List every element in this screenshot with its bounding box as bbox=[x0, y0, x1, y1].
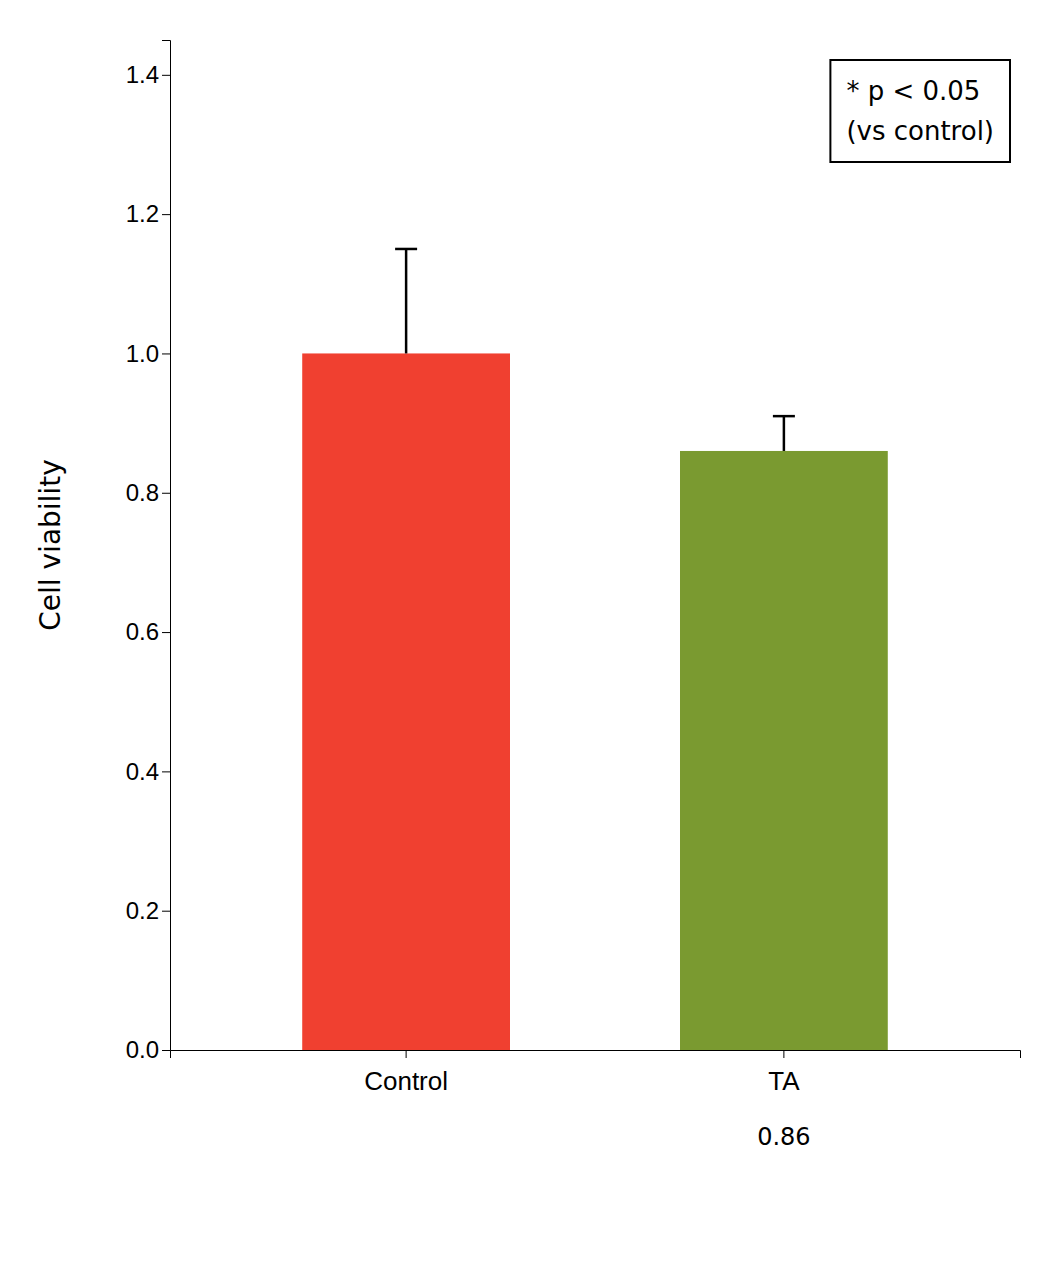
error-bar-stem bbox=[405, 249, 408, 353]
y-tick: 1.2 bbox=[126, 200, 170, 227]
bar bbox=[680, 451, 888, 1050]
x-tick-mark bbox=[406, 1050, 407, 1058]
y-axis: 0.0 0.2 0.4 0.6 0.8 1.0 1.2 1.4 bbox=[126, 41, 171, 1064]
y-tick-label: 0.8 bbox=[126, 479, 159, 506]
chart-container: 0.0 0.2 0.4 0.6 0.8 1.0 1.2 1.4 Control TA Cell vi… bbox=[0, 0, 1050, 1280]
y-tick-label: 0.6 bbox=[126, 618, 159, 645]
y-tick-mark bbox=[162, 493, 170, 494]
y-tick-mark bbox=[162, 214, 170, 215]
x-tick: TA bbox=[768, 1050, 800, 1096]
y-axis-line bbox=[162, 41, 171, 1051]
y-tick: 0.8 bbox=[126, 479, 170, 506]
plot-area: 0.0 0.2 0.4 0.6 0.8 1.0 1.2 1.4 Control TA Cell vi… bbox=[34, 41, 1021, 1152]
error-bar-stem bbox=[783, 416, 786, 451]
x-axis: Control TA bbox=[171, 1050, 1021, 1096]
y-tick-mark bbox=[162, 771, 170, 772]
x-axis-line bbox=[171, 1051, 1021, 1059]
x-tick: Control bbox=[364, 1050, 448, 1096]
y-tick: 1.4 bbox=[126, 61, 170, 88]
x-tick-label: Control bbox=[364, 1066, 448, 1096]
y-tick-mark bbox=[162, 911, 170, 912]
annotation-text: * p < 0.05 bbox=[846, 76, 980, 106]
annotation-box: * p < 0.05 (vs control) bbox=[830, 60, 1010, 162]
error-bar-cap bbox=[395, 248, 417, 251]
y-tick-label: 1.4 bbox=[126, 61, 159, 88]
annotation-frame bbox=[830, 60, 1010, 162]
y-tick-mark bbox=[162, 632, 170, 633]
y-tick-mark bbox=[162, 353, 170, 354]
sublabel: 0.86 bbox=[757, 1123, 810, 1151]
chart-svg: 0.0 0.2 0.4 0.6 0.8 1.0 1.2 1.4 Control TA Cell vi… bbox=[0, 0, 1050, 1280]
y-axis-title: Cell viability bbox=[34, 459, 67, 630]
y-tick-mark bbox=[162, 75, 170, 76]
marks bbox=[302, 249, 888, 1050]
y-tick: 0.2 bbox=[126, 897, 170, 924]
error-bar bbox=[773, 416, 795, 451]
y-tick: 0.4 bbox=[126, 758, 170, 785]
y-tick: 0.6 bbox=[126, 618, 170, 645]
y-tick-label: 0.4 bbox=[126, 758, 159, 785]
error-bar bbox=[395, 249, 417, 353]
annotation-text: (vs control) bbox=[846, 116, 994, 146]
y-tick-label: 0.2 bbox=[126, 897, 159, 924]
x-tick-mark bbox=[783, 1050, 784, 1058]
x-tick-label: TA bbox=[768, 1066, 800, 1096]
y-tick: 0.0 bbox=[126, 1036, 170, 1063]
y-tick-label: 1.2 bbox=[126, 200, 159, 227]
y-tick-mark bbox=[162, 1050, 170, 1051]
y-tick-label: 0.0 bbox=[126, 1036, 159, 1063]
bar bbox=[302, 353, 510, 1050]
y-tick-label: 1.0 bbox=[126, 340, 159, 367]
error-bar-cap bbox=[773, 415, 795, 418]
y-tick: 1.0 bbox=[126, 340, 170, 367]
